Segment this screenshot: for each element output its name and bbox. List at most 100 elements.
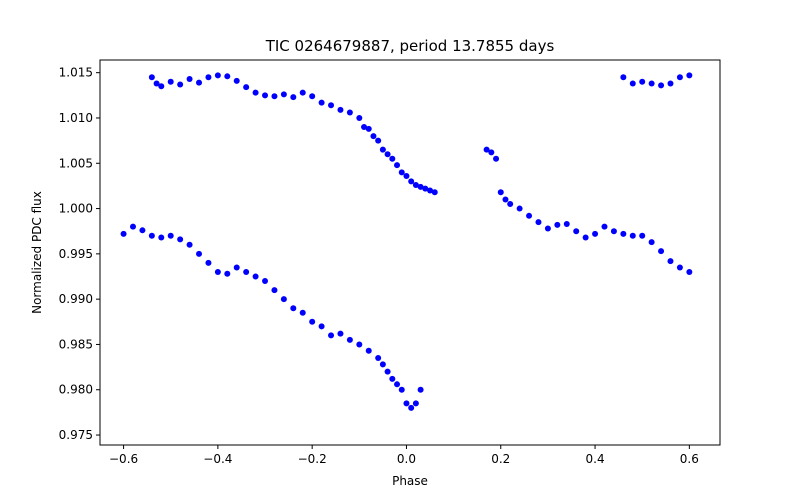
data-point — [403, 172, 410, 179]
data-point — [658, 248, 665, 255]
y-tick-label: 0.995 — [59, 247, 93, 261]
data-point — [620, 74, 627, 81]
data-point — [620, 230, 627, 237]
data-point — [379, 361, 386, 368]
data-point — [516, 205, 523, 212]
data-point — [280, 91, 287, 98]
chart-title: TIC 0264679887, period 13.7855 days — [265, 37, 555, 55]
data-point — [299, 89, 306, 96]
y-tick-label: 1.010 — [59, 111, 93, 125]
data-point — [502, 196, 509, 203]
data-point — [554, 221, 561, 228]
data-point — [299, 309, 306, 316]
data-point — [544, 225, 551, 232]
data-point — [639, 78, 646, 85]
data-point — [158, 83, 165, 90]
data-point — [507, 201, 514, 208]
data-point — [158, 234, 165, 241]
data-point — [686, 268, 693, 275]
data-point — [417, 183, 424, 190]
data-point — [271, 93, 278, 100]
x-axis-ticks: −0.6 −0.4 −0.2 0.0 0.2 0.4 0.6 — [109, 445, 699, 466]
data-point — [337, 330, 344, 337]
data-point — [384, 151, 391, 158]
y-tick-label: 0.985 — [59, 337, 93, 351]
data-point — [153, 80, 160, 87]
data-point — [370, 133, 377, 140]
data-point — [483, 146, 490, 153]
plot-frame — [99, 59, 721, 446]
data-point — [318, 323, 325, 330]
data-point — [224, 73, 231, 80]
data-point — [148, 232, 155, 239]
data-point — [408, 178, 415, 185]
data-point — [676, 74, 683, 81]
data-point — [427, 187, 434, 194]
data-point — [526, 212, 533, 219]
data-point — [346, 109, 353, 116]
data-point — [290, 94, 297, 101]
data-point — [120, 230, 127, 237]
data-point — [658, 82, 665, 89]
data-point — [535, 219, 542, 226]
data-point — [389, 375, 396, 382]
data-point — [379, 146, 386, 153]
data-point — [214, 72, 221, 79]
data-point — [384, 368, 391, 375]
data-point — [186, 241, 193, 248]
data-point — [398, 169, 405, 176]
y-tick-label: 0.975 — [59, 428, 93, 442]
data-point — [493, 155, 500, 162]
data-point — [167, 232, 174, 239]
data-point — [601, 223, 608, 230]
x-tick-label: 0.6 — [680, 452, 699, 466]
data-point — [309, 93, 316, 100]
data-point — [177, 236, 184, 243]
data-point — [573, 228, 580, 235]
data-point — [243, 84, 250, 91]
y-axis-label: Normalized PDC flux — [30, 191, 44, 314]
data-point — [177, 81, 184, 88]
data-point — [233, 77, 240, 84]
y-tick-label: 1.005 — [59, 156, 93, 170]
data-point — [271, 287, 278, 294]
data-point — [610, 228, 617, 235]
data-point — [205, 74, 212, 81]
y-tick-label: 0.990 — [59, 292, 93, 306]
data-point — [422, 185, 429, 192]
x-tick-label: 0.2 — [491, 452, 510, 466]
data-point — [417, 386, 424, 393]
x-tick-label: 0.0 — [397, 452, 416, 466]
data-point — [148, 74, 155, 81]
data-point — [431, 189, 438, 196]
data-point — [252, 273, 259, 280]
data-point — [403, 400, 410, 407]
x-axis-label: Phase — [392, 474, 428, 488]
data-point — [488, 149, 495, 156]
data-point — [290, 305, 297, 312]
data-point — [243, 268, 250, 275]
data-point — [667, 258, 674, 265]
data-point — [394, 381, 401, 388]
x-tick-label: 0.4 — [586, 452, 605, 466]
data-point — [676, 264, 683, 271]
x-tick-label: −0.2 — [298, 452, 327, 466]
data-point — [262, 278, 269, 285]
data-point — [394, 162, 401, 169]
y-tick-label: 1.015 — [59, 66, 93, 80]
data-point — [686, 72, 693, 79]
data-point — [563, 220, 570, 227]
data-point — [497, 189, 504, 196]
data-point — [356, 114, 363, 121]
data-point — [389, 155, 396, 162]
data-point — [196, 250, 203, 257]
data-point — [365, 347, 372, 354]
data-point — [280, 296, 287, 303]
data-point — [582, 234, 589, 241]
data-point — [667, 80, 674, 87]
y-axis-ticks: 0.975 0.980 0.985 0.990 0.995 1.000 1.005 1.010… — [59, 66, 100, 442]
y-tick-label: 0.980 — [59, 383, 93, 397]
